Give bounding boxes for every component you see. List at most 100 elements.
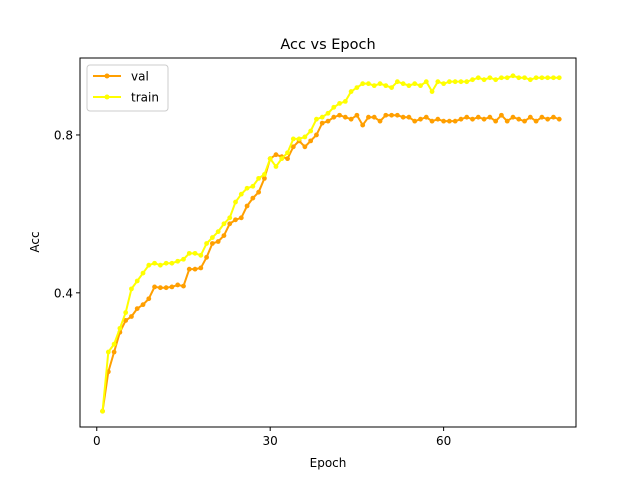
data-point-val bbox=[215, 239, 221, 244]
data-point-val bbox=[394, 112, 400, 118]
data-point-train bbox=[383, 83, 389, 89]
data-point-train bbox=[157, 262, 163, 268]
data-point-train bbox=[337, 100, 342, 106]
data-point-val bbox=[493, 118, 499, 124]
data-point-val bbox=[169, 284, 175, 290]
data-point-val bbox=[366, 114, 371, 120]
data-point-val bbox=[314, 132, 319, 138]
data-point-val bbox=[377, 118, 383, 124]
x-tick-label: 0 bbox=[93, 434, 101, 448]
data-point-train bbox=[331, 104, 337, 110]
data-point-val bbox=[504, 118, 510, 124]
data-point-train bbox=[510, 73, 516, 79]
data-point-val bbox=[129, 314, 134, 319]
data-point-train bbox=[308, 128, 314, 134]
data-point-val bbox=[510, 114, 516, 120]
data-point-val bbox=[383, 112, 389, 118]
data-point-train bbox=[441, 81, 447, 87]
data-point-train bbox=[105, 349, 111, 355]
data-point-val bbox=[140, 302, 146, 308]
data-point-train bbox=[470, 77, 475, 83]
data-point-val bbox=[256, 189, 262, 195]
data-point-val bbox=[192, 266, 198, 272]
data-point-train bbox=[100, 408, 105, 414]
data-point-val bbox=[342, 114, 348, 120]
data-point-train bbox=[539, 75, 545, 81]
data-point-val bbox=[285, 156, 290, 162]
data-point-val bbox=[481, 116, 487, 122]
data-point-val bbox=[447, 118, 452, 124]
data-point-val bbox=[204, 254, 210, 260]
y-axis: 0.4 0.8 bbox=[54, 128, 80, 300]
data-point-train bbox=[400, 81, 406, 87]
data-point-train bbox=[238, 191, 244, 197]
data-point-val bbox=[290, 144, 296, 150]
x-tick-label: 30 bbox=[263, 434, 278, 448]
data-point-train bbox=[481, 77, 487, 83]
chart-title: Acc vs Epoch bbox=[280, 37, 375, 53]
data-point-train bbox=[394, 79, 400, 85]
data-point-val bbox=[418, 116, 423, 122]
data-point-train bbox=[551, 75, 556, 81]
data-point-train bbox=[152, 260, 157, 266]
data-point-val bbox=[487, 114, 493, 120]
data-point-val bbox=[163, 285, 169, 291]
data-point-train bbox=[233, 199, 238, 205]
data-point-train bbox=[181, 256, 186, 262]
data-point-train bbox=[319, 114, 325, 120]
plot-frame bbox=[79, 57, 577, 428]
data-point-train bbox=[215, 229, 221, 235]
x-axis-label: Epoch bbox=[310, 456, 347, 470]
data-point-val bbox=[400, 114, 406, 120]
data-point-val bbox=[406, 114, 412, 120]
data-point-val bbox=[452, 118, 458, 124]
series-layer bbox=[100, 73, 562, 414]
data-point-train bbox=[209, 235, 215, 240]
data-point-train bbox=[244, 185, 250, 191]
legend: val train bbox=[86, 64, 169, 112]
data-point-val bbox=[325, 118, 331, 124]
data-point-train bbox=[504, 75, 510, 81]
legend-marker-train bbox=[104, 94, 110, 100]
data-point-train bbox=[499, 75, 504, 81]
data-point-val bbox=[111, 349, 117, 355]
data-point-val bbox=[308, 138, 314, 144]
data-point-val bbox=[152, 284, 157, 290]
data-point-train bbox=[516, 75, 522, 81]
data-point-train bbox=[475, 75, 481, 81]
data-point-val bbox=[522, 118, 527, 124]
data-point-val bbox=[331, 114, 337, 120]
data-point-train bbox=[221, 221, 227, 227]
data-point-train bbox=[342, 99, 348, 104]
data-point-train bbox=[267, 156, 273, 162]
data-point-train bbox=[111, 341, 117, 347]
data-point-val bbox=[371, 114, 377, 120]
data-point-train bbox=[354, 85, 360, 90]
data-point-val bbox=[157, 285, 163, 291]
data-point-train bbox=[290, 136, 296, 142]
data-point-train bbox=[435, 79, 441, 85]
y-tick-label: 0.4 bbox=[54, 286, 73, 300]
data-point-val bbox=[556, 116, 562, 122]
data-point-train bbox=[279, 156, 285, 162]
legend-marker-val bbox=[104, 73, 110, 79]
y-axis-label: Acc bbox=[28, 231, 42, 252]
data-point-train bbox=[377, 81, 383, 87]
data-point-train bbox=[273, 164, 279, 169]
data-point-val bbox=[221, 233, 227, 238]
data-point-train bbox=[134, 278, 140, 284]
data-point-train bbox=[458, 79, 464, 85]
data-point-train bbox=[296, 136, 302, 142]
data-point-train bbox=[146, 262, 152, 268]
data-point-val bbox=[545, 116, 551, 122]
data-point-val bbox=[435, 116, 441, 122]
data-point-val bbox=[186, 266, 192, 272]
data-point-val bbox=[238, 215, 244, 221]
data-point-train bbox=[423, 79, 429, 85]
data-point-val bbox=[227, 221, 233, 227]
data-point-val bbox=[337, 112, 342, 118]
data-point-train bbox=[117, 325, 123, 331]
data-point-train bbox=[360, 81, 366, 87]
data-point-val bbox=[464, 114, 470, 120]
